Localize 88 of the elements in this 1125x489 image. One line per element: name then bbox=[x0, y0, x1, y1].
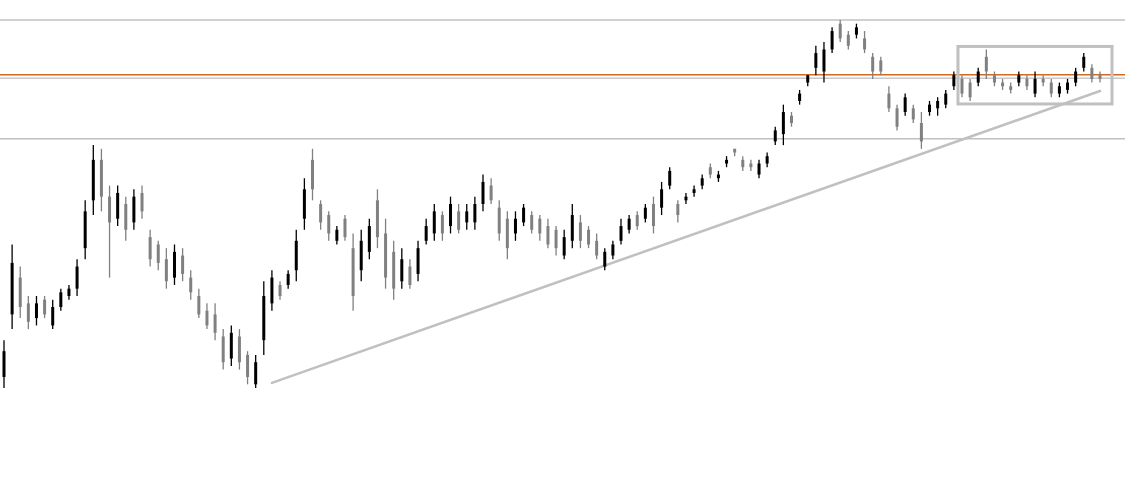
candlestick bbox=[822, 41, 826, 84]
candlestick bbox=[473, 195, 477, 231]
candlestick bbox=[546, 218, 550, 249]
candlestick bbox=[319, 199, 323, 231]
candlestick bbox=[156, 240, 160, 271]
candlestick bbox=[911, 103, 915, 124]
candlestick bbox=[449, 195, 453, 235]
candlestick bbox=[846, 30, 850, 51]
candlestick bbox=[879, 56, 883, 76]
candlestick bbox=[790, 111, 793, 128]
candlestick bbox=[1049, 78, 1053, 98]
candlestick bbox=[676, 199, 680, 224]
candlestick bbox=[1033, 70, 1037, 98]
candlestick bbox=[481, 173, 485, 213]
candlestick bbox=[814, 45, 818, 76]
candlestick bbox=[643, 203, 647, 224]
candlestick bbox=[335, 225, 339, 246]
candlestick bbox=[757, 159, 761, 179]
candlestick bbox=[960, 74, 964, 98]
candlestick bbox=[327, 210, 331, 242]
candlestick bbox=[871, 52, 875, 80]
candlestick bbox=[311, 148, 314, 201]
candlestick bbox=[59, 287, 63, 312]
candlestick bbox=[1098, 70, 1102, 84]
candlestick bbox=[668, 166, 672, 190]
candlestick bbox=[919, 111, 923, 150]
candlestick bbox=[887, 85, 891, 113]
candlestick bbox=[903, 92, 907, 117]
candlestick bbox=[424, 218, 428, 246]
candlestick bbox=[246, 350, 250, 385]
candlestick bbox=[562, 229, 566, 260]
candlestick bbox=[611, 240, 615, 260]
candlestick bbox=[578, 214, 582, 249]
candlestick bbox=[603, 247, 607, 271]
candlestick bbox=[213, 302, 217, 341]
candlestick bbox=[43, 295, 47, 319]
candlestick bbox=[595, 232, 599, 260]
candlestick bbox=[587, 225, 591, 249]
candlestick bbox=[692, 184, 696, 198]
candlestick bbox=[1074, 67, 1078, 87]
candlestick bbox=[432, 203, 436, 242]
candlestick bbox=[635, 210, 639, 231]
candlestick bbox=[440, 210, 444, 242]
candlestick bbox=[968, 78, 972, 102]
candlestick bbox=[651, 195, 655, 235]
candlestick bbox=[140, 184, 144, 220]
candlestick bbox=[164, 247, 168, 290]
candlestick bbox=[538, 214, 542, 242]
candlestick bbox=[489, 177, 493, 205]
candlestick bbox=[773, 126, 777, 146]
candlestick bbox=[51, 299, 55, 330]
candlestick bbox=[513, 210, 517, 242]
candlestick bbox=[408, 258, 412, 290]
candlestick bbox=[1082, 52, 1086, 73]
candlestick bbox=[181, 247, 185, 282]
candlestick bbox=[197, 287, 201, 319]
candlestick bbox=[278, 280, 282, 301]
candlestick bbox=[148, 229, 152, 268]
candlestick bbox=[343, 214, 347, 242]
candlestick bbox=[1090, 63, 1094, 84]
candlestick bbox=[936, 96, 940, 117]
candlestick bbox=[400, 247, 404, 290]
candlestick bbox=[254, 354, 258, 389]
candlestick bbox=[189, 269, 193, 301]
candlestick bbox=[34, 295, 38, 327]
candlestick bbox=[554, 225, 558, 257]
candlestick bbox=[928, 100, 932, 117]
candlestick bbox=[619, 218, 623, 246]
candlestick bbox=[457, 203, 461, 235]
candlestick bbox=[944, 89, 948, 109]
candlestick bbox=[976, 67, 980, 87]
candlestick bbox=[26, 295, 30, 330]
candlestick bbox=[172, 243, 176, 286]
candlestick bbox=[838, 19, 842, 43]
candlestick bbox=[627, 214, 631, 235]
candlestick bbox=[205, 302, 209, 330]
candlestick bbox=[781, 103, 785, 146]
candlestick bbox=[286, 269, 290, 290]
candlestick bbox=[984, 48, 988, 80]
candlestick bbox=[863, 30, 867, 54]
candlestick bbox=[952, 70, 956, 91]
candlestick bbox=[465, 203, 469, 231]
candlestick bbox=[895, 103, 899, 132]
candlestick bbox=[522, 203, 526, 227]
candlestick bbox=[530, 210, 534, 235]
candlestick bbox=[75, 258, 79, 297]
candlestick bbox=[660, 181, 664, 216]
candlestick bbox=[830, 26, 834, 54]
